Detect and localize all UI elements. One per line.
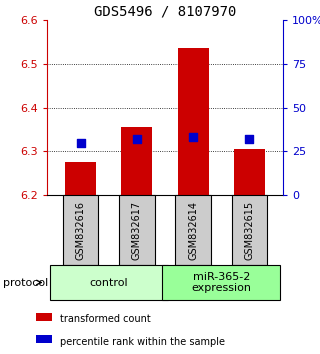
- Text: percentile rank within the sample: percentile rank within the sample: [60, 337, 225, 347]
- Text: GSM832614: GSM832614: [188, 200, 198, 259]
- Bar: [65, 162, 96, 195]
- Text: GSM832617: GSM832617: [132, 200, 142, 259]
- Text: protocol: protocol: [3, 278, 48, 287]
- Point: [190, 135, 196, 140]
- Point: [78, 140, 83, 145]
- Text: GSM832616: GSM832616: [76, 200, 86, 259]
- Bar: [178, 48, 209, 195]
- Text: transformed count: transformed count: [60, 314, 150, 324]
- Bar: [119, 195, 155, 265]
- Point: [134, 136, 140, 142]
- Bar: [122, 127, 152, 195]
- Text: GSM832615: GSM832615: [244, 200, 254, 259]
- Bar: [175, 195, 211, 265]
- Bar: [232, 195, 267, 265]
- Text: miR-365-2
expression: miR-365-2 expression: [191, 272, 251, 293]
- Text: control: control: [90, 278, 128, 287]
- Bar: [162, 265, 280, 300]
- Point: [247, 136, 252, 142]
- Title: GDS5496 / 8107970: GDS5496 / 8107970: [94, 5, 236, 19]
- Bar: [36, 313, 52, 320]
- Bar: [234, 149, 265, 195]
- Bar: [36, 335, 52, 343]
- Bar: [50, 265, 168, 300]
- Bar: [63, 195, 99, 265]
